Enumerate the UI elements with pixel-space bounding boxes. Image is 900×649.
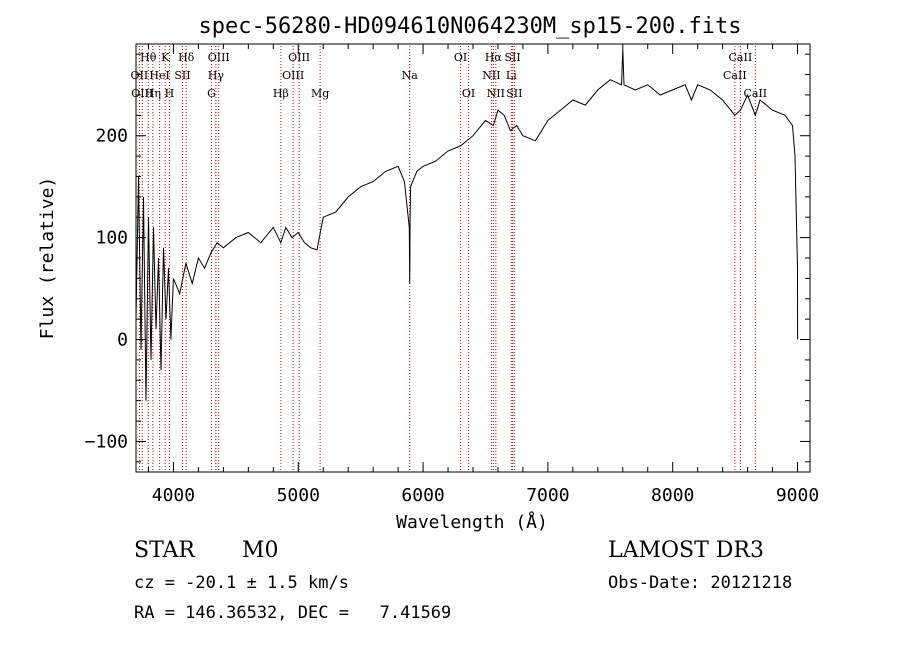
line-label: OIII (208, 51, 230, 64)
plot-frame (135, 43, 811, 473)
line-label: OI (462, 87, 475, 100)
spectrum-line (135, 49, 799, 401)
line-label: HeI (149, 69, 169, 82)
line-label: CaII (743, 87, 767, 100)
line-label: Li (506, 69, 517, 82)
y-tick-label: −100 (85, 431, 128, 452)
line-label: Hθ (140, 51, 157, 64)
axis-ticks (136, 44, 810, 472)
y-tick-label: 100 (95, 228, 128, 249)
line-label: Na (402, 69, 419, 82)
line-label: SII (506, 87, 522, 100)
x-tick-label: 8000 (651, 485, 694, 506)
line-label: Hβ (273, 87, 289, 100)
line-label: Mg (311, 87, 329, 100)
line-label: Hδ (178, 51, 195, 64)
tick-labels: 4000 5000 6000 7000 8000 9000 −100 0 100 200 (85, 126, 820, 506)
line-label: OIII (288, 51, 310, 64)
line-label: H (165, 87, 175, 100)
x-tick-label: 9000 (776, 485, 819, 506)
line-label: OII (131, 69, 149, 82)
survey-name: LAMOST DR3 (608, 538, 764, 563)
chart-title: spec-56280-HD094610N064230M_sp15-200.fit… (198, 14, 741, 39)
x-tick-label: 7000 (526, 485, 569, 506)
line-label: Hα (485, 51, 503, 64)
y-tick-label: 0 (117, 330, 128, 351)
line-label: Hγ (208, 69, 225, 82)
line-label: Hη (145, 87, 161, 100)
line-label: CaII (723, 69, 747, 82)
line-label: G (207, 87, 216, 100)
line-label: K (161, 51, 170, 64)
line-markers (138, 46, 756, 472)
line-label: OI (454, 51, 467, 64)
x-axis-label: Wavelength (Å) (396, 511, 548, 533)
x-tick-label: 4000 (152, 485, 195, 506)
subclass: M0 (242, 538, 279, 563)
line-label: CaII (729, 51, 753, 64)
x-tick-label: 6000 (401, 485, 444, 506)
line-label: OIII (131, 87, 153, 100)
line-label: SII (504, 51, 520, 64)
y-tick-label: 200 (95, 126, 128, 147)
object-class: STAR (134, 538, 195, 563)
observation-date: Obs-Date: 20121218 (608, 573, 793, 593)
x-tick-label: 5000 (277, 485, 320, 506)
y-axis-label: Flux (relative) (37, 177, 58, 340)
line-label: SII (174, 69, 190, 82)
coordinates: RA = 146.36532, DEC = 7.41569 (134, 603, 452, 623)
line-label: NII (482, 69, 500, 82)
line-label: OIII (282, 69, 304, 82)
redshift-velocity: cz = -20.1 ± 1.5 km/s (134, 573, 349, 593)
line-label: NII (487, 87, 505, 100)
